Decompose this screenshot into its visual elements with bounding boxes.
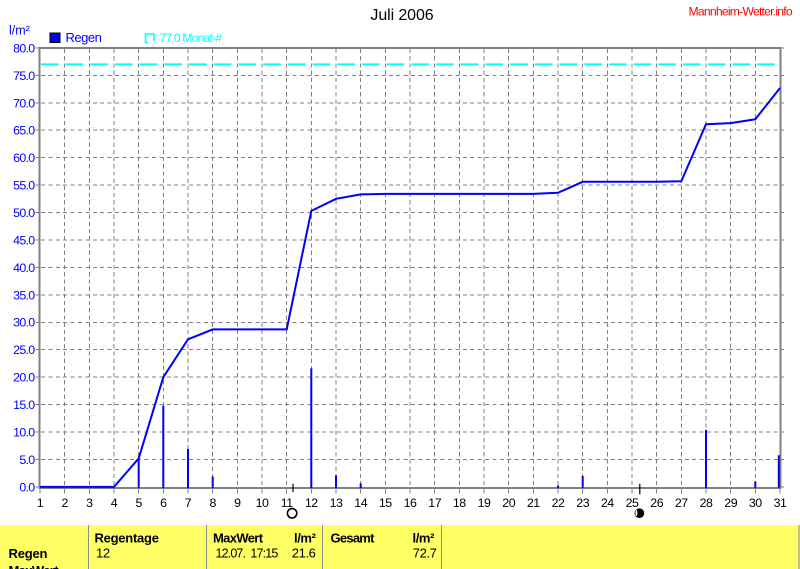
- svg-text:l/m²: l/m²: [412, 531, 435, 546]
- svg-text:26: 26: [650, 496, 663, 510]
- svg-text:15: 15: [379, 496, 392, 510]
- svg-text:8: 8: [209, 496, 216, 510]
- svg-text:l/m²: l/m²: [294, 531, 317, 546]
- svg-text:29: 29: [724, 496, 737, 510]
- svg-text:70.0: 70.0: [13, 96, 35, 110]
- svg-text:20.0: 20.0: [13, 371, 35, 385]
- svg-text:12.07. 17:15: 12.07. 17:15: [216, 547, 279, 561]
- svg-text:24: 24: [601, 496, 614, 510]
- svg-text:23: 23: [576, 496, 589, 510]
- svg-text:14: 14: [354, 496, 367, 510]
- svg-text:Regen: Regen: [66, 30, 102, 45]
- svg-text:Regen: Regen: [9, 546, 48, 561]
- svg-text:21.6: 21.6: [292, 546, 316, 561]
- svg-text:7: 7: [185, 496, 192, 510]
- svg-text:30.0: 30.0: [13, 316, 35, 330]
- svg-text:80.0: 80.0: [13, 41, 35, 55]
- svg-text:5.0: 5.0: [19, 453, 35, 467]
- svg-text:27: 27: [675, 496, 688, 510]
- svg-text:Gesamt: Gesamt: [331, 531, 376, 546]
- svg-text:40.0: 40.0: [13, 261, 35, 275]
- svg-text:12: 12: [96, 546, 110, 561]
- svg-text:2: 2: [61, 496, 68, 510]
- svg-text:55.0: 55.0: [13, 179, 35, 193]
- svg-text:10.0: 10.0: [13, 426, 35, 440]
- svg-text:25.0: 25.0: [13, 343, 35, 357]
- svg-text:77.0 Monat-#: 77.0 Monat-#: [160, 31, 223, 45]
- svg-text:Mannheim-Wetter.info: Mannheim-Wetter.info: [689, 4, 793, 18]
- svg-text:MaxWert: MaxWert: [213, 531, 264, 546]
- svg-text:19: 19: [478, 496, 491, 510]
- svg-text:0.0: 0.0: [19, 480, 35, 494]
- svg-text:12: 12: [305, 496, 318, 510]
- svg-text:75.0: 75.0: [13, 69, 35, 83]
- svg-text:45.0: 45.0: [13, 233, 35, 247]
- svg-text:6: 6: [160, 496, 167, 510]
- svg-text:15.0: 15.0: [13, 398, 35, 412]
- svg-text:35.0: 35.0: [13, 288, 35, 302]
- svg-text:3: 3: [86, 496, 93, 510]
- svg-text:l/m²: l/m²: [9, 24, 30, 38]
- svg-text:31: 31: [774, 496, 787, 510]
- svg-text:18: 18: [453, 496, 466, 510]
- svg-text:4: 4: [111, 496, 118, 510]
- svg-text:17: 17: [428, 496, 441, 510]
- svg-text:5: 5: [135, 496, 142, 510]
- svg-text:Regentage: Regentage: [95, 531, 159, 546]
- svg-text:60.0: 60.0: [13, 151, 35, 165]
- svg-text:28: 28: [700, 496, 713, 510]
- svg-text:72.7: 72.7: [413, 546, 437, 561]
- svg-text:9: 9: [234, 496, 241, 510]
- svg-text:16: 16: [404, 496, 417, 510]
- svg-text:50.0: 50.0: [13, 206, 35, 220]
- svg-text:25: 25: [626, 496, 639, 510]
- svg-text:Juli 2006: Juli 2006: [370, 7, 433, 24]
- svg-text:65.0: 65.0: [13, 124, 35, 138]
- svg-text:22: 22: [552, 496, 565, 510]
- svg-text:MaxWert: MaxWert: [9, 563, 60, 569]
- svg-text:20: 20: [502, 496, 515, 510]
- svg-text:11: 11: [281, 496, 293, 510]
- svg-text:21: 21: [527, 496, 540, 510]
- svg-text:1: 1: [37, 496, 44, 510]
- svg-text:13: 13: [330, 496, 343, 510]
- svg-text:10: 10: [256, 496, 269, 510]
- svg-text:30: 30: [749, 496, 762, 510]
